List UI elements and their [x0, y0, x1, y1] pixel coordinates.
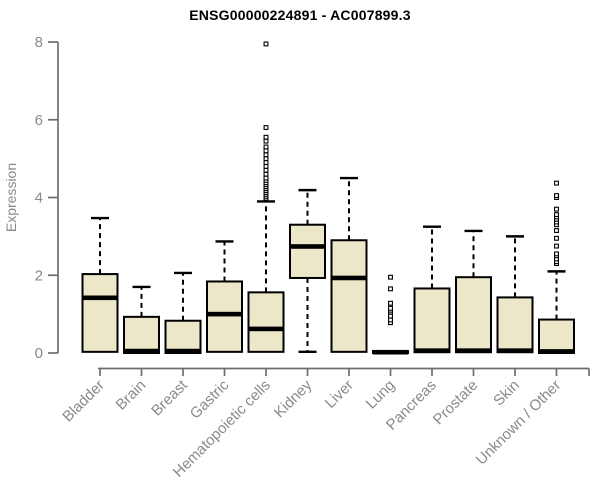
- outlier-point: [263, 125, 269, 130]
- boxplot-kidney: [289, 188, 326, 354]
- median-line: [539, 349, 574, 354]
- boxplot-pancreas: [413, 225, 451, 354]
- x-category-label-lung: Lung: [363, 377, 399, 413]
- x-category-label-bladder: Bladder: [59, 377, 108, 426]
- outlier-point: [554, 243, 559, 249]
- outlier-point: [388, 305, 393, 311]
- y-tick-label: 4: [35, 190, 43, 207]
- x-category-label-liver: Liver: [322, 377, 357, 412]
- boxplot-liver: [330, 176, 368, 353]
- boxplot-gastric: [206, 240, 243, 353]
- boxplot-brain: [123, 285, 160, 355]
- x-category-label-breast: Breast: [148, 376, 191, 419]
- outlier-point: [263, 156, 269, 162]
- median-line: [82, 295, 118, 301]
- outlier-point: [554, 212, 559, 218]
- box-rect: [81, 273, 119, 353]
- box-rect: [455, 276, 492, 354]
- outlier-point: [554, 206, 559, 212]
- boxplot-skin: [496, 235, 534, 354]
- outlier-point: [388, 286, 393, 292]
- outlier-point: [554, 235, 559, 241]
- outlier-point: [263, 144, 269, 150]
- outlier-point: [554, 193, 559, 199]
- outlier-point: [263, 167, 269, 173]
- boxplot-bladder: [81, 216, 119, 353]
- y-axis-title: Expression: [3, 163, 19, 232]
- chart-title: ENSG00000224891 - AC007899.3: [189, 7, 411, 23]
- box-rect: [164, 319, 202, 355]
- median-line: [373, 349, 408, 355]
- median-line: [165, 348, 201, 354]
- boxplot-prostate: [455, 229, 492, 354]
- median-line: [207, 311, 242, 317]
- outlier-point: [554, 251, 559, 257]
- outlier-point: [263, 152, 269, 158]
- outlier-point: [263, 160, 269, 165]
- box-rect: [123, 315, 160, 355]
- median-line: [497, 348, 533, 353]
- boxplot-hematopoietic-cells: [247, 41, 285, 353]
- outlier-point: [263, 163, 269, 169]
- box-rect: [247, 291, 285, 353]
- box-rect: [289, 223, 326, 279]
- box-rect: [206, 280, 243, 353]
- boxplot-unknown-other: [538, 180, 575, 355]
- boxplot-lung: [372, 274, 409, 355]
- outlier-point: [263, 175, 269, 181]
- outlier-point: [263, 138, 269, 144]
- median-line: [331, 275, 367, 281]
- outlier-point: [263, 148, 269, 154]
- outlier-point: [554, 228, 559, 233]
- median-line: [124, 348, 159, 354]
- y-tick-label: 6: [35, 112, 43, 129]
- outlier-point: [263, 41, 269, 47]
- median-line: [456, 348, 491, 353]
- y-tick-label: 2: [35, 267, 43, 284]
- y-tick-label: 0: [35, 345, 43, 362]
- outlier-point: [554, 180, 559, 186]
- median-line: [248, 326, 284, 332]
- x-category-label-prostate: Prostate: [430, 377, 482, 429]
- box-rect: [538, 318, 575, 355]
- box-rect: [496, 296, 534, 354]
- boxplot-breast: [164, 271, 202, 355]
- x-category-label-kidney: Kidney: [271, 376, 316, 421]
- y-tick-label: 8: [35, 34, 43, 51]
- outlier-point: [263, 134, 269, 140]
- box-rect: [413, 287, 451, 354]
- outlier-point: [388, 313, 393, 319]
- outlier-point: [263, 171, 269, 177]
- box-rect: [330, 239, 368, 353]
- x-category-label-skin: Skin: [490, 377, 523, 410]
- median-line: [290, 244, 325, 249]
- median-line: [414, 348, 450, 353]
- outlier-point: [388, 274, 393, 280]
- outlier-point: [388, 317, 393, 323]
- outlier-point: [388, 300, 393, 306]
- x-category-label-brain: Brain: [113, 377, 150, 414]
